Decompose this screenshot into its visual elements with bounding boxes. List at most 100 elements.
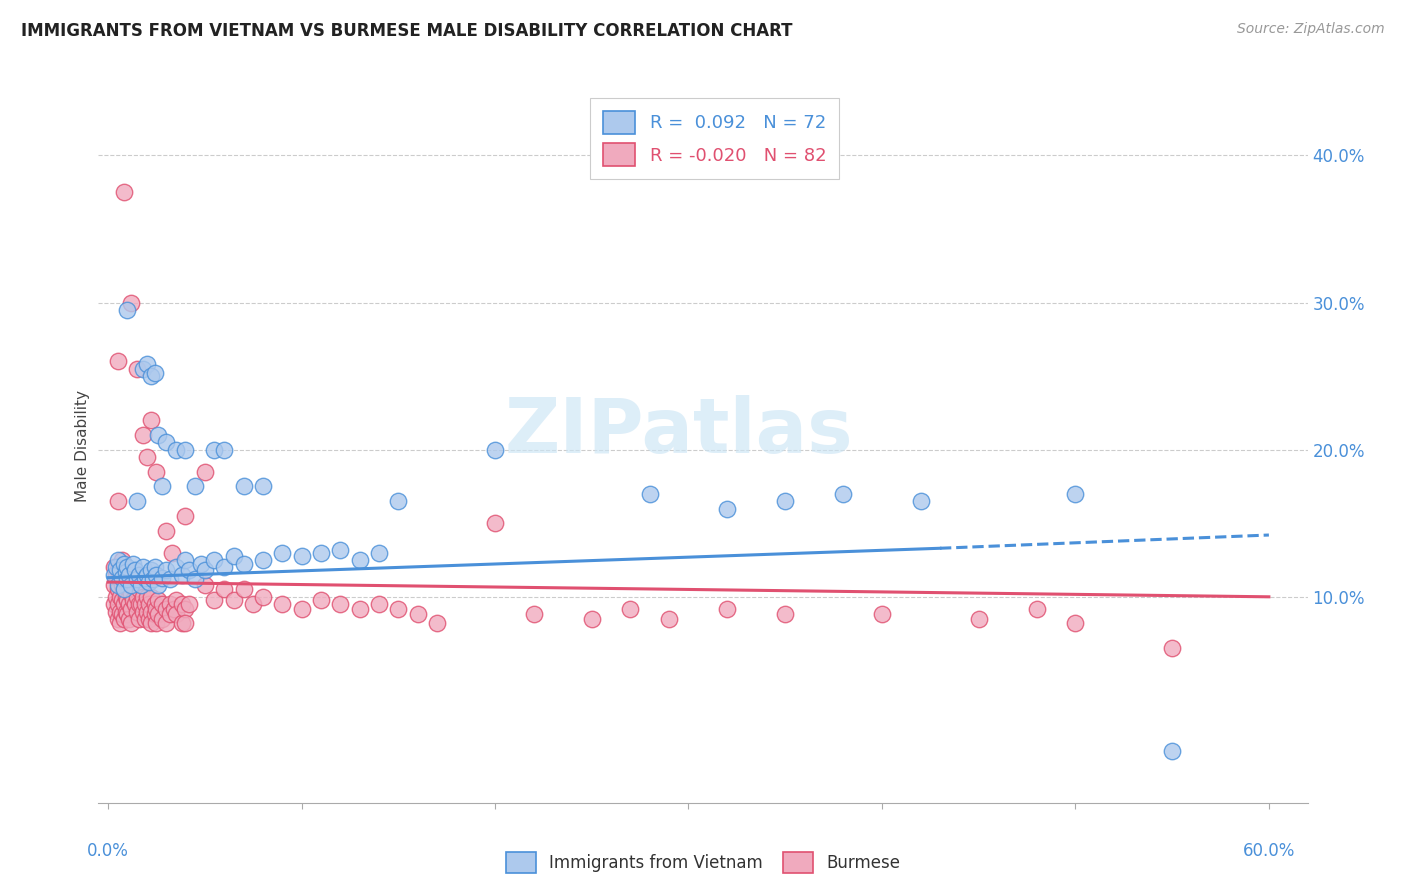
Point [103,560,125,574]
Point [170,616,193,631]
Point [138,597,160,611]
Point [111,553,134,567]
Point [107,612,129,626]
Point [387,601,409,615]
Point [104,560,127,574]
Text: Source: ZipAtlas.com: Source: ZipAtlas.com [1237,22,1385,37]
Point [179,563,201,577]
Point [165,442,187,457]
Point [212,582,235,597]
Point [128,597,150,611]
Point [107,582,129,597]
Point [148,607,170,622]
Point [242,597,264,611]
Point [1025,601,1047,615]
Point [118,582,141,597]
Point [204,592,226,607]
Point [112,597,135,611]
Point [174,553,197,567]
Point [145,601,167,615]
Point [104,590,127,604]
Point [155,601,177,615]
Point [120,601,142,615]
Point [135,590,157,604]
Point [135,357,157,371]
Point [165,592,187,607]
Point [174,616,197,631]
Point [108,572,131,586]
Point [165,607,187,622]
Point [107,597,129,611]
Point [107,563,129,577]
Point [143,597,166,611]
Point [122,558,145,572]
Point [139,369,162,384]
Point [111,571,134,585]
Point [132,560,155,574]
Point [103,578,125,592]
Point [112,582,135,597]
Point [581,612,603,626]
Point [107,494,129,508]
Point [252,553,274,567]
Point [114,565,136,579]
Legend: R =  0.092   N = 72, R = -0.020   N = 82: R = 0.092 N = 72, R = -0.020 N = 82 [591,98,839,179]
Point [638,487,661,501]
Point [104,605,127,619]
Point [139,563,162,577]
Point [194,465,217,479]
Point [148,428,170,442]
Point [368,597,391,611]
Point [139,413,162,427]
Point [120,587,142,601]
Point [108,605,131,619]
Point [127,494,149,508]
Point [135,567,157,582]
Point [139,590,162,604]
Point [117,607,139,622]
Point [124,582,146,597]
Point [107,354,129,368]
Point [252,590,274,604]
Point [190,558,212,572]
Point [117,560,139,574]
Point [170,567,193,582]
Point [104,567,127,582]
Point [658,612,681,626]
Point [150,612,173,626]
Point [114,572,136,586]
Point [145,465,167,479]
Point [155,524,177,538]
Point [832,487,855,501]
Point [870,607,893,622]
Point [174,601,197,615]
Point [117,572,139,586]
Point [160,546,183,560]
Point [1161,744,1184,758]
Point [108,563,131,577]
Point [138,575,160,590]
Point [150,479,173,493]
Point [122,578,145,592]
Point [773,607,796,622]
Point [135,450,157,464]
Point [145,567,167,582]
Point [163,601,186,615]
Point [150,597,173,611]
Point [118,612,141,626]
Point [252,479,274,493]
Point [107,578,129,592]
Point [155,435,177,450]
Point [143,607,166,622]
Point [142,572,165,586]
Point [114,605,136,619]
Point [368,546,391,560]
Point [484,442,506,457]
Point [194,563,217,577]
Point [290,549,312,563]
Point [716,601,738,615]
Legend: Immigrants from Vietnam, Burmese: Immigrants from Vietnam, Burmese [499,846,907,880]
Point [174,442,197,457]
Point [179,597,201,611]
Point [120,616,142,631]
